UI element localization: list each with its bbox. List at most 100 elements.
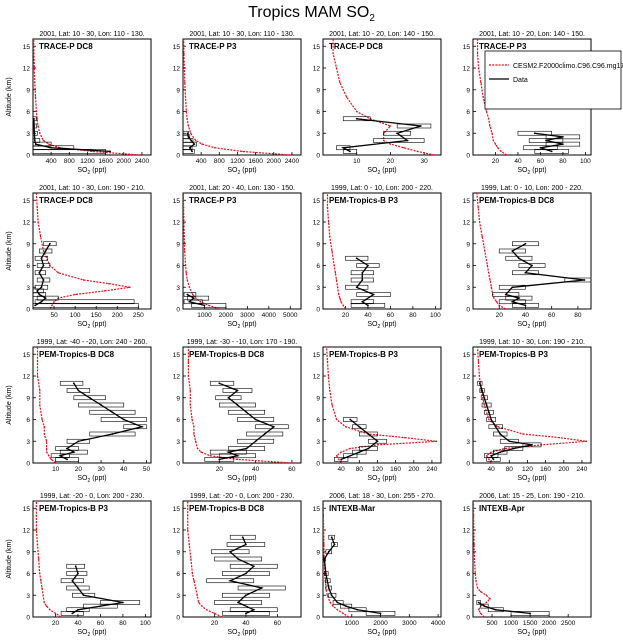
error-bar: [60, 578, 84, 584]
data-point: [478, 382, 481, 385]
model-point: [488, 458, 490, 461]
y-tick-label: 3: [176, 131, 180, 138]
model-point: [492, 139, 494, 142]
y-tick-label: 9: [316, 241, 320, 248]
data-point: [524, 271, 527, 274]
y-tick-label: 6: [26, 417, 30, 424]
error-bar: [222, 611, 270, 616]
model-point: [342, 612, 344, 615]
data-point: [533, 132, 536, 135]
data-point: [40, 286, 43, 289]
data-point: [229, 579, 232, 582]
y-tick-label: 12: [463, 220, 471, 227]
data-point: [524, 304, 527, 307]
model-point: [193, 580, 195, 582]
model-point: [488, 118, 490, 120]
data-point: [192, 297, 195, 300]
y-tick-label: 15: [463, 198, 471, 205]
model-point: [474, 572, 476, 575]
y-tick-label: 6: [466, 109, 470, 116]
y-tick-label: 0: [316, 461, 320, 468]
chart-panel: 0 3 6 9 12 15 400 800 1200 1600 2000 2400 2001, Lat:…: [173, 31, 302, 176]
error-bar: [339, 603, 353, 609]
data-point: [66, 458, 68, 461]
model-point: [495, 301, 498, 303]
y-tick-label: 15: [313, 506, 321, 513]
plot-area: [476, 347, 588, 463]
error-bar: [183, 138, 194, 143]
panel-title: 2001, Lat: 10 - 30, Lon: 190 - 210.: [39, 185, 145, 192]
x-tick-label: 40: [522, 312, 530, 319]
data-point: [241, 536, 244, 539]
error-bar: [498, 284, 526, 290]
data-point: [356, 608, 359, 611]
error-bar: [219, 402, 256, 408]
x-tick-label: 10: [353, 158, 361, 165]
panel-title: 1999, Lat: 0 - 10, Lon: 200 - 220.: [481, 185, 583, 192]
model-line: [332, 39, 435, 155]
x-axis-label: SO2 (ppt): [367, 321, 396, 330]
x-axis-label: SO2 (ppt): [517, 321, 546, 330]
x-tick-label: 80: [506, 466, 514, 473]
x-tick-label: 2000: [267, 158, 282, 165]
model-point: [50, 458, 52, 461]
y-axis-label: Altitude (km): [6, 539, 13, 578]
error-bar: [331, 542, 338, 547]
model-point: [42, 594, 44, 596]
plot-frame: [182, 346, 302, 464]
model-point: [382, 139, 385, 142]
model-point: [473, 558, 476, 560]
model-point: [493, 297, 495, 299]
model-point: [327, 221, 330, 223]
x-tick-label: 20: [342, 312, 350, 319]
chart-panel: 0 3 6 9 12 15 50 100 150 200 250 2001, Lat: 10 - 30…: [6, 185, 152, 330]
panel-title: 2006, Lat: 15 - 25, Lon: 190 - 210.: [479, 493, 585, 500]
data-line: [479, 383, 533, 460]
data-point: [77, 389, 80, 392]
plot-area: [183, 39, 291, 155]
y-axis-label: Altitude (km): [6, 385, 13, 424]
x-tick-label: 5000: [283, 312, 298, 319]
model-point: [477, 206, 479, 209]
data-point: [477, 601, 480, 604]
y-axis-label: Altitude (km): [6, 77, 13, 116]
error-bar: [222, 388, 253, 393]
panel-title: 2001, Lat: 10 - 30, Lon: 110 - 130.: [189, 31, 294, 38]
x-tick-label: 20: [216, 466, 224, 473]
y-tick-label: 3: [176, 285, 180, 292]
data-point: [229, 550, 232, 553]
model-point: [183, 52, 185, 55]
y-tick-label: 6: [26, 263, 30, 270]
x-tick-label: 10: [52, 466, 60, 473]
data-point: [141, 425, 143, 428]
model-point: [497, 147, 499, 149]
y-tick-label: 3: [26, 593, 30, 600]
model-point: [36, 206, 38, 209]
plot-frame: [182, 500, 302, 618]
model-point: [489, 598, 491, 600]
y-tick-label: 12: [313, 66, 321, 73]
model-point: [49, 609, 51, 611]
y-tick-label: 0: [26, 307, 30, 314]
panel-title: 1999, Lat: -20 - 0, Lon: 200 - 230.: [40, 493, 144, 500]
plot-area: [35, 501, 141, 617]
x-axis-label: SO2 (ppt): [367, 167, 396, 176]
data-point: [494, 608, 497, 611]
error-bar: [373, 138, 425, 143]
model-point: [433, 154, 435, 155]
model-point: [213, 612, 216, 615]
error-bar: [36, 295, 59, 301]
panel-title: 1999, Lat: 10 - 30, Lon: 190 - 210.: [479, 339, 585, 346]
data-point: [499, 451, 502, 454]
chart-panel: 0 3 6 9 12 15 10 20 30 2001, Lat: 10 - 20, Lon: 1…: [313, 31, 442, 176]
error-bar: [356, 292, 391, 297]
data-point: [245, 594, 247, 597]
plot-frame: [322, 38, 442, 156]
data-point: [50, 146, 53, 149]
data-line: [71, 566, 124, 614]
x-tick-label: 80: [574, 312, 582, 319]
error-bar: [229, 607, 278, 613]
model-point: [335, 418, 338, 421]
model-line: [187, 501, 223, 617]
data-line: [341, 118, 421, 152]
